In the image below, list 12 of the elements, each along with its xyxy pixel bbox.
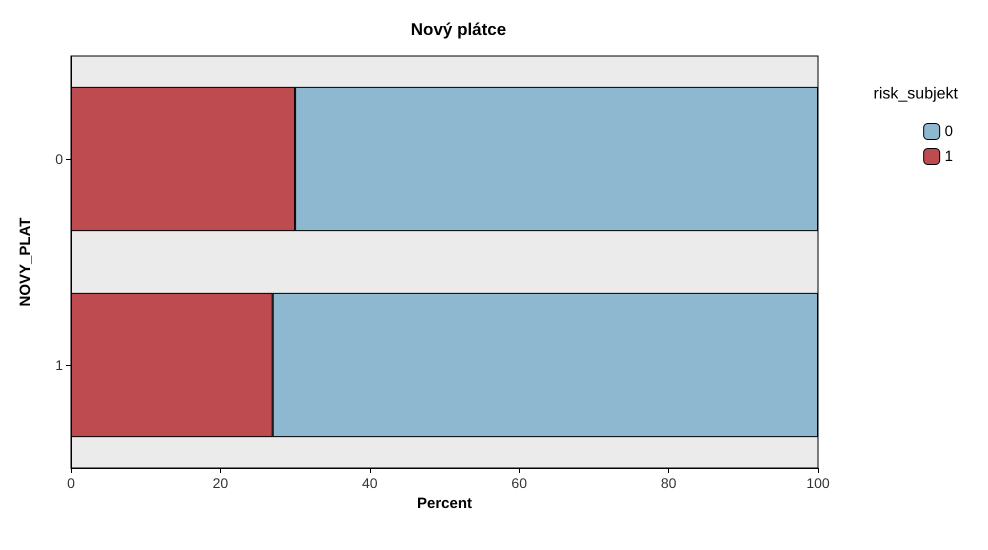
x-axis-title: Percent xyxy=(416,495,472,512)
legend-title: risk_subjekt xyxy=(874,86,959,102)
x-tick-label: 20 xyxy=(212,475,228,491)
chart-title: Nový plátce xyxy=(410,20,506,39)
y-axis-title: NOVY_PLAT xyxy=(17,218,34,306)
x-tick-label: 40 xyxy=(362,475,378,491)
x-tick-label: 60 xyxy=(511,475,528,491)
legend-label: 0 xyxy=(944,123,953,140)
x-tick-label: 100 xyxy=(806,475,830,491)
legend-label: 1 xyxy=(944,148,953,165)
x-tick-label: 0 xyxy=(67,475,76,491)
x-tick-label: 80 xyxy=(660,475,677,491)
